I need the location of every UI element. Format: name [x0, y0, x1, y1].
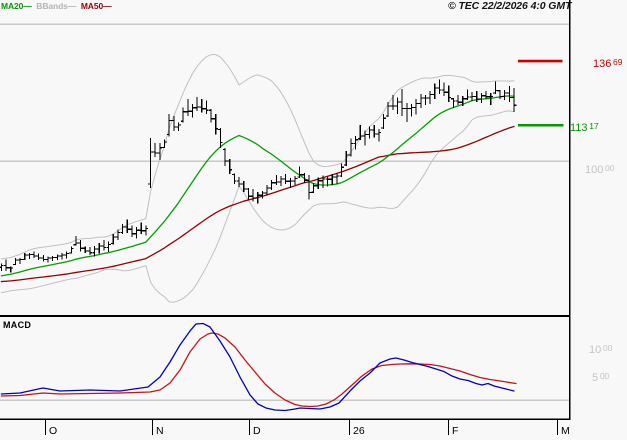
macd-grid-label: 5 00	[592, 371, 610, 385]
x-axis-tick-label: M	[560, 425, 570, 437]
x-axis-tick-label: O	[48, 425, 58, 437]
price-grid-label: 100 00	[585, 162, 615, 176]
chart-legend: MA20— BBands— MA50—	[1, 1, 116, 11]
legend-swatch-ma50: —	[103, 1, 111, 11]
legend-item-ma20: MA20—	[1, 1, 32, 11]
level-label-support: 113 17	[570, 121, 599, 135]
x-axis-tick-label: D	[252, 425, 261, 437]
legend-label-bbands: BBands	[36, 1, 68, 11]
legend-label-ma20: MA20	[1, 1, 24, 11]
macd-pane-label: MACD	[3, 319, 32, 330]
x-axis-tick-label: N	[155, 425, 164, 437]
x-axis-tick-label: 26	[353, 425, 365, 437]
legend-item-ma50: MA50—	[80, 1, 112, 11]
legend-swatch-bbands: —	[67, 1, 76, 11]
macd-grid-label: 10 00	[589, 343, 613, 357]
legend-item-bbands: BBands—	[36, 1, 76, 11]
legend-label-ma50: MA50	[80, 1, 104, 11]
level-label-resistance: 136 69	[593, 57, 623, 71]
legend-swatch-ma20: —	[23, 1, 31, 11]
x-axis-tick-label: F	[452, 425, 459, 437]
copyright-timestamp: © TEC 22/2/2026 4:0 GMT	[448, 0, 572, 12]
